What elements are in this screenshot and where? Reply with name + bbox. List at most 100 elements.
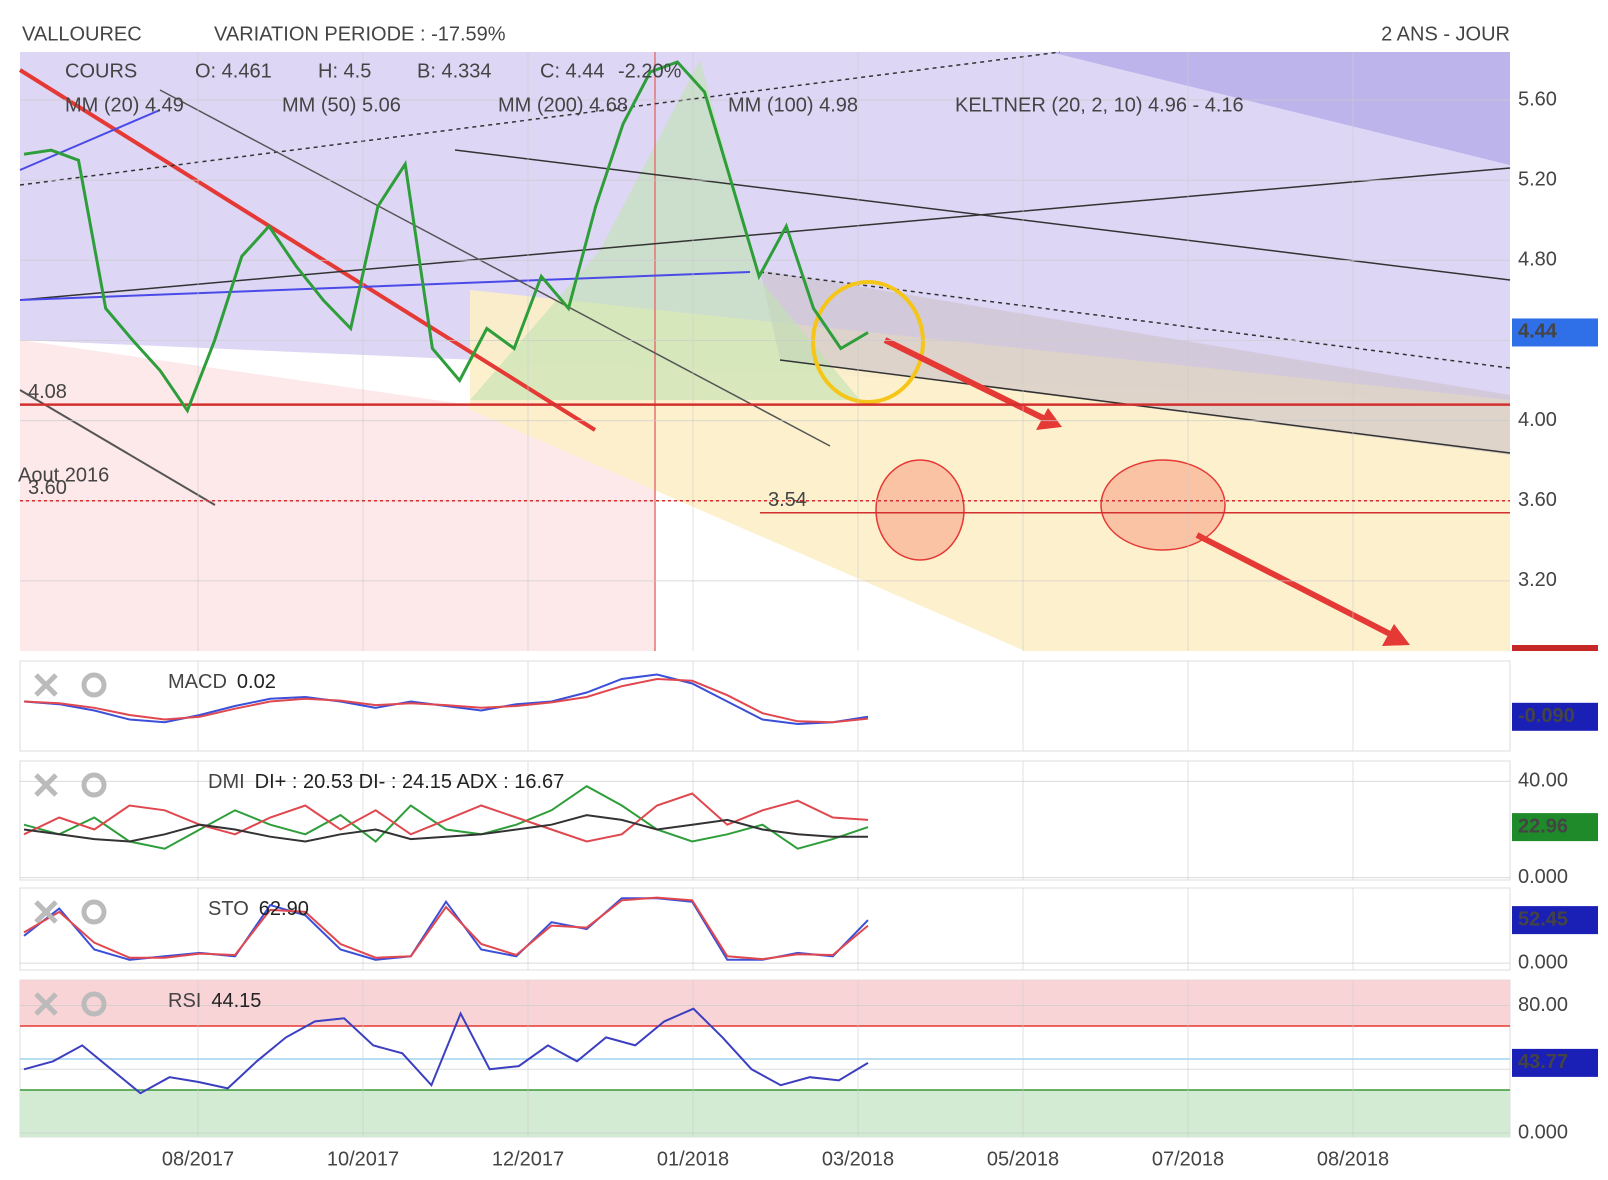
panel-title: STO 62.90: [208, 898, 309, 920]
arrow-head: [1382, 624, 1410, 646]
indicator-readout: 0.02: [237, 671, 276, 693]
main-decor: [18, 51, 1598, 651]
series-line: [23, 60, 869, 414]
value-tag-label: 22.96: [1518, 815, 1568, 837]
y-tick-label: 3.20: [1518, 569, 1557, 591]
panel: [19, 760, 1511, 881]
settings-icon: [81, 899, 107, 925]
legend-item: B: 4.334: [417, 60, 492, 82]
value-tag-label: 4.44: [1518, 321, 1558, 343]
settings-icon: [81, 991, 107, 1017]
y-tick-label: 0.000: [1518, 951, 1568, 973]
target-zone: [1100, 459, 1226, 551]
indicator-name: MACD: [168, 671, 227, 693]
panel-title: DMI DI+ : 20.53 DI- : 24.15 ADX : 16.67: [208, 771, 564, 793]
legend-item: C: 4.44: [540, 60, 604, 82]
keltner-band: [470, 60, 860, 400]
panel: [19, 887, 1511, 971]
series-line: [23, 1007, 869, 1095]
series-line: [23, 792, 869, 843]
series-line: [23, 785, 869, 850]
y-tick-label: 4.00: [1518, 409, 1557, 431]
variation: VARIATION PERIODE : -17.59%: [214, 23, 506, 45]
trend-line: [159, 89, 831, 447]
upper-channel: [1050, 52, 1510, 165]
indicator-readout: 44.15: [211, 990, 261, 1012]
close-icon: [34, 900, 58, 924]
value-tag: [1512, 906, 1598, 935]
trend-line: [779, 359, 1511, 454]
highlight-circle: [811, 280, 925, 404]
indicator-legend: MM (50) 5.06: [282, 94, 401, 116]
series-line: [23, 814, 868, 843]
value-tag: [1512, 702, 1598, 731]
close-icon: [34, 673, 58, 697]
value-tag: [1512, 813, 1598, 842]
y-tick-label: 5.20: [1518, 168, 1557, 190]
trend-line: [454, 149, 1511, 281]
trend-line: [19, 167, 1511, 301]
value-tag-label: 52.45: [1518, 908, 1568, 930]
y-tick-label: 3.60: [1518, 489, 1557, 511]
panel: [19, 660, 1511, 752]
target-zone: [875, 459, 965, 561]
arrow-head: [1036, 408, 1062, 430]
value-tag-label: -0.090: [1518, 705, 1575, 727]
x-tick-label: 07/2018: [1152, 1148, 1224, 1170]
grey-channel: [760, 270, 1510, 455]
trend-line: [759, 271, 1511, 369]
series-line: [23, 896, 869, 961]
period: 2 ANS - JOUR: [1381, 23, 1510, 45]
settings-icon: [81, 672, 107, 698]
close-icon: [34, 773, 58, 797]
x-tick-label: 03/2018: [822, 1148, 894, 1170]
x-tick-label: 12/2017: [492, 1148, 564, 1170]
y-tick-label: 0.000: [1518, 1121, 1568, 1143]
trend-line: [19, 271, 751, 301]
x-tick-label: 05/2018: [987, 1148, 1059, 1170]
close-icon: [34, 992, 58, 1016]
value-tag: [1512, 318, 1598, 347]
trend-line: [19, 51, 1061, 186]
value-tag-label: 43.77: [1518, 1051, 1568, 1073]
indicator-legend: KELTNER (20, 2, 10) 4.96 - 4.16: [955, 94, 1244, 116]
upper-zone: [20, 52, 1510, 405]
indicator-name: DMI: [208, 771, 245, 793]
price-marker: [1512, 645, 1598, 651]
indicator-readout: DI+ : 20.53 DI- : 24.15 ADX : 16.67: [255, 771, 565, 793]
y-tick-label: 0.000: [1518, 866, 1568, 888]
symbol: VALLOUREC: [22, 23, 142, 45]
indicator-readout: 62.90: [259, 898, 309, 920]
legend-item: COURS: [65, 60, 137, 82]
y-tick-label: 5.60: [1518, 88, 1557, 110]
panel-title: RSI 44.15: [168, 990, 261, 1012]
legend-item: H: 4.5: [318, 60, 371, 82]
trend-line: [19, 109, 161, 171]
trend-line: [19, 389, 216, 506]
y-tick-label: 40.00: [1518, 770, 1568, 792]
overbought-zone: [20, 980, 1510, 1026]
value-tag: [1512, 1048, 1598, 1077]
legend-item: O: 4.461: [195, 60, 272, 82]
x-tick-label: 01/2018: [657, 1148, 729, 1170]
indicator-legend: MM (200) 4.68: [498, 94, 628, 116]
x-tick-label: 08/2018: [1317, 1148, 1389, 1170]
panel-title: MACD 0.02: [168, 671, 276, 693]
annotation: Aout 2016: [18, 464, 109, 486]
level-label: 3.54: [768, 489, 807, 511]
level-label: 3.60: [28, 477, 67, 499]
legend-item: -2.20%: [618, 60, 682, 82]
y-tick-label: 4.80: [1518, 249, 1557, 271]
y-tick-label: 80.00: [1518, 994, 1568, 1016]
series-line: [23, 897, 869, 961]
arrow: [1195, 532, 1394, 638]
series-line: [23, 677, 869, 724]
x-tick-label: 10/2017: [327, 1148, 399, 1170]
settings-icon: [81, 772, 107, 798]
indicator-legend: MM (100) 4.98: [728, 94, 858, 116]
x-tick-label: 08/2017: [162, 1148, 234, 1170]
level-label: 4.08: [28, 381, 67, 403]
indicator-name: STO: [208, 898, 249, 920]
indicator-name: RSI: [168, 990, 201, 1012]
